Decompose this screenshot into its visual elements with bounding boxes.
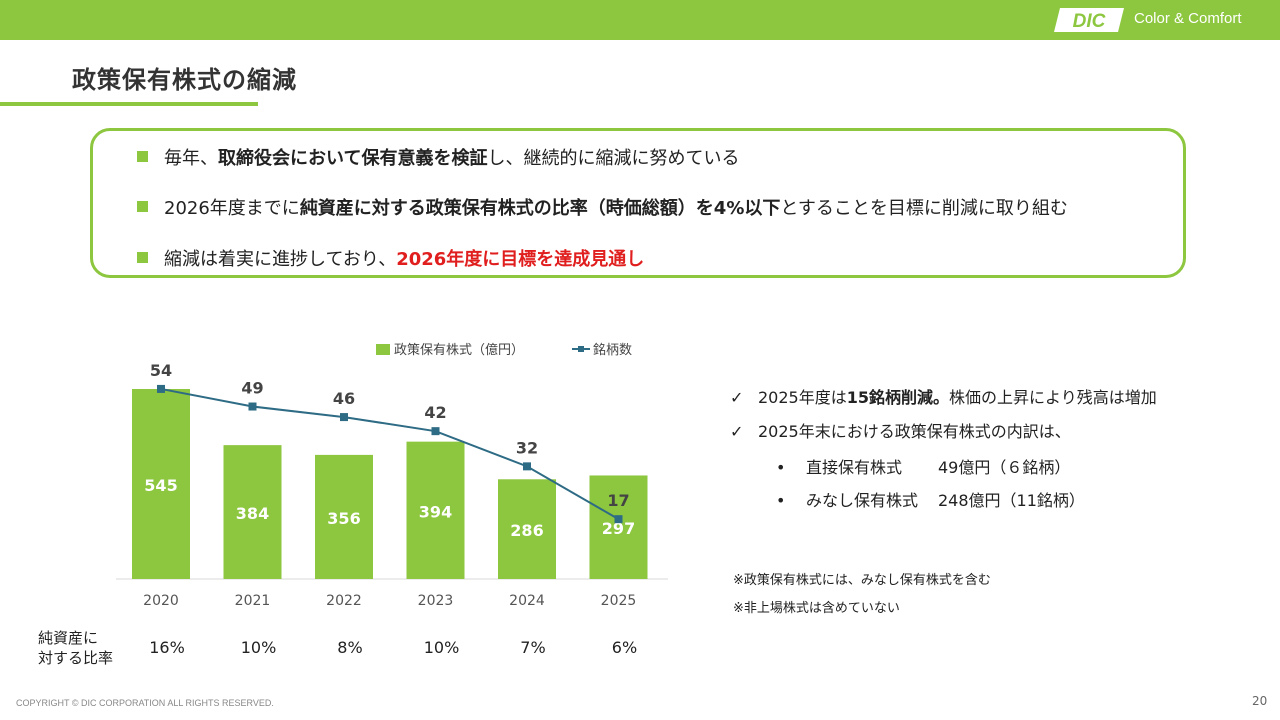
bar-value-label: 297 <box>602 519 635 538</box>
count-value-label: 46 <box>333 389 355 408</box>
tagline: Color & Comfort <box>1134 10 1242 27</box>
note-check-1: ✓ 2025年度は15銘柄削減。株価の上昇により残高は増加 <box>730 388 1157 407</box>
count-marker-2023 <box>431 427 440 436</box>
count-marker-2021 <box>248 402 257 411</box>
footnote-1: ※政策保有株式には、みなし保有株式を含む <box>733 573 991 588</box>
bar-value-label: 286 <box>510 521 543 540</box>
check-icon: ✓ <box>730 422 744 441</box>
summary-line-3: 縮減は着実に進捗しており、2026年度に目標を達成見通し <box>137 245 644 271</box>
count-value-label: 49 <box>241 379 263 398</box>
summary-line-2: 2026年度までに純資産に対する政策保有株式の比率（時価総額）を4%以下とするこ… <box>137 194 1068 220</box>
count-value-label: 17 <box>607 491 629 510</box>
bullet-dot-icon: • <box>776 458 786 477</box>
page-number: 20 <box>1252 694 1268 708</box>
count-value-label: 32 <box>516 438 538 457</box>
x-tick-label: 2022 <box>326 593 362 609</box>
note-check-2: ✓ 2025年末における政策保有株式の内訳は、 <box>730 422 1071 441</box>
bullet-dot-icon: • <box>776 491 786 510</box>
bar-2022 <box>315 454 373 579</box>
x-tick-label: 2024 <box>509 593 545 609</box>
page-title: 政策保有株式の縮減 <box>72 66 297 94</box>
count-marker-2025 <box>614 515 623 524</box>
bar-value-label: 384 <box>236 504 269 523</box>
bar-2023 <box>406 441 465 579</box>
bar-value-label: 545 <box>144 476 177 495</box>
check-icon: ✓ <box>730 388 744 407</box>
dic-logo-text: DIC <box>1073 11 1106 32</box>
count-line <box>160 387 619 521</box>
bar-value-label: 356 <box>327 509 360 528</box>
note-bullet-1: • 直接保有株式 49億円（６銘柄） <box>776 458 1071 477</box>
legend-line-marker <box>578 346 584 352</box>
square-bullet-icon <box>137 252 148 263</box>
ratio-value-2022: 8% <box>337 638 363 657</box>
bar-2020 <box>132 389 190 579</box>
ratio-value-2024: 7% <box>520 638 546 657</box>
bar-value-label: 394 <box>419 502 452 521</box>
x-tick-label: 2020 <box>143 593 179 609</box>
count-marker-2022 <box>340 413 348 422</box>
count-value-label: 54 <box>150 361 172 380</box>
legend-line-label: 銘柄数 <box>593 343 632 358</box>
note-bullet-2: • みなし保有株式 248億円（11銘柄） <box>776 491 1085 510</box>
legend-bar-swatch <box>376 344 390 355</box>
summary-line-1: 毎年、取締役会において保有意義を検証し、継続的に縮減に努めている <box>137 144 739 170</box>
footnote-2: ※非上場株式は含めていない <box>733 601 900 616</box>
header-bar: DIC Color & Comfort <box>0 0 1280 40</box>
count-marker-2024 <box>523 462 531 471</box>
square-bullet-icon <box>137 151 148 162</box>
holdings-chart: 政策保有株式（億円） 銘柄数 545 2020 384 2021 356 2022 394 202… <box>116 342 668 609</box>
x-tick-label: 2025 <box>601 593 637 609</box>
ratio-value-2025: 6% <box>611 638 638 657</box>
summary-box: 毎年、取締役会において保有意義を検証し、継続的に縮減に努めている 2026年度ま… <box>90 128 1186 278</box>
bar-2024 <box>498 479 556 579</box>
ratio-value-2020: 16% <box>149 638 185 657</box>
bar-2021 <box>223 445 282 579</box>
count-value-label: 42 <box>424 403 446 422</box>
ratio-value-2023: 10% <box>423 638 460 657</box>
ratio-label: 純資産に 対する比率 <box>38 629 114 667</box>
square-bullet-icon <box>137 201 148 212</box>
ratio-value-2021: 10% <box>240 638 277 657</box>
count-marker-2020 <box>157 384 165 393</box>
legend-bar-label: 政策保有株式（億円） <box>394 342 524 358</box>
title-underline <box>0 102 258 106</box>
x-tick-label: 2021 <box>235 593 271 609</box>
dic-logo: DIC <box>1054 8 1124 32</box>
x-tick-label: 2023 <box>418 593 454 609</box>
bar-2025 <box>589 475 648 579</box>
copyright: COPYRIGHT © DIC CORPORATION ALL RIGHTS R… <box>16 698 274 708</box>
